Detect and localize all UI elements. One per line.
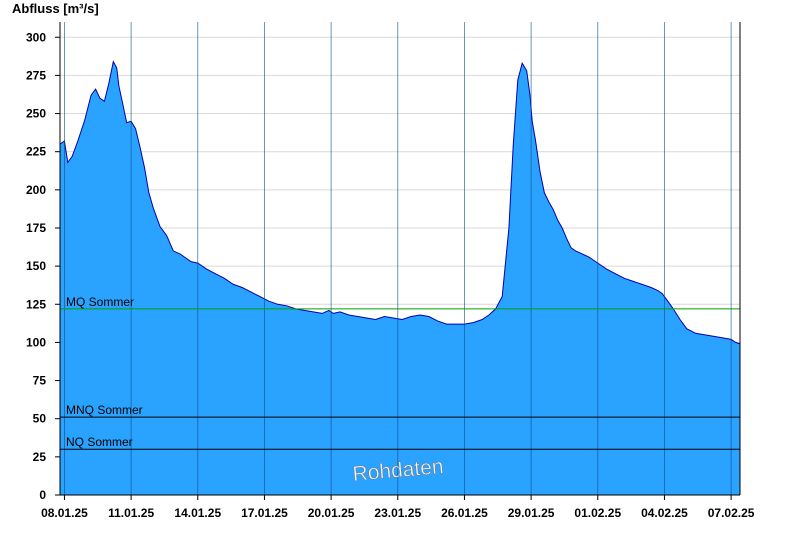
x-tick-label: 17.01.25 bbox=[241, 506, 288, 520]
x-tick-label: 07.02.25 bbox=[708, 506, 755, 520]
x-tick-label: 11.01.25 bbox=[108, 506, 154, 520]
y-tick-label: 0 bbox=[39, 488, 46, 502]
x-tick-label: 04.02.25 bbox=[641, 506, 688, 520]
y-tick-label: 200 bbox=[26, 183, 46, 197]
x-tick-label: 29.01.25 bbox=[508, 506, 555, 520]
y-tick-label: 275 bbox=[26, 68, 46, 82]
y-tick-label: 50 bbox=[33, 412, 47, 426]
y-tick-label: 100 bbox=[26, 335, 46, 349]
y-tick-label: 25 bbox=[33, 450, 47, 464]
discharge-area bbox=[60, 61, 740, 495]
x-tick-label: 20.01.25 bbox=[308, 506, 355, 520]
y-tick-label: 300 bbox=[26, 30, 46, 44]
reference-line-label: MNQ Sommer bbox=[66, 403, 143, 417]
x-tick-label: 01.02.25 bbox=[574, 506, 621, 520]
reference-line-label: MQ Sommer bbox=[66, 295, 134, 309]
y-axis-label: Abfluss [m³/s] bbox=[12, 1, 99, 16]
y-tick-label: 150 bbox=[26, 259, 46, 273]
y-tick-label: 250 bbox=[26, 107, 46, 121]
x-tick-label: 23.01.25 bbox=[374, 506, 421, 520]
x-tick-label: 14.01.25 bbox=[174, 506, 221, 520]
reference-line-label: NQ Sommer bbox=[66, 435, 133, 449]
y-tick-label: 175 bbox=[26, 221, 46, 235]
x-tick-label: 08.01.25 bbox=[41, 506, 88, 520]
x-tick-label: 26.01.25 bbox=[441, 506, 488, 520]
y-tick-label: 75 bbox=[33, 374, 47, 388]
y-tick-label: 225 bbox=[26, 145, 46, 159]
y-tick-label: 125 bbox=[26, 297, 46, 311]
